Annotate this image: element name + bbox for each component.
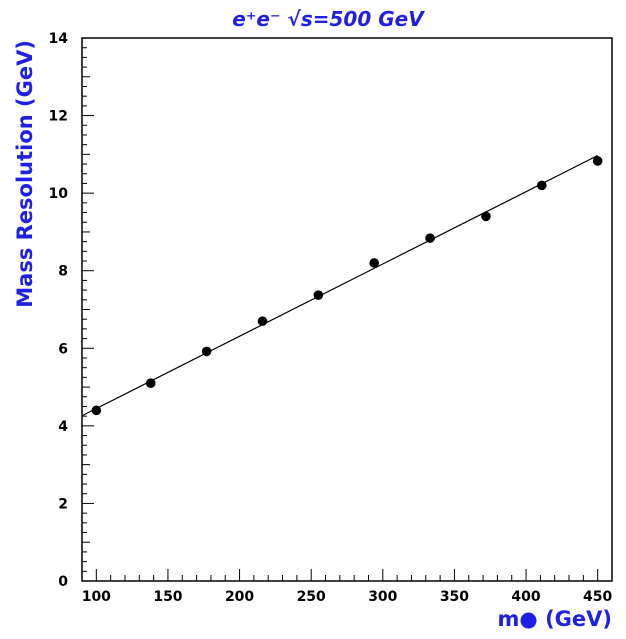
data-point xyxy=(425,233,435,243)
plot-border xyxy=(81,37,613,582)
data-point xyxy=(369,258,380,268)
y-tick-label: 2 xyxy=(58,496,68,512)
y-tick-label: 6 xyxy=(58,341,68,357)
data-point xyxy=(537,180,547,191)
x-tick-label: 250 xyxy=(297,589,326,605)
data-point xyxy=(257,316,268,326)
x-tick-label: 350 xyxy=(440,589,469,605)
y-tick-label: 14 xyxy=(49,31,69,47)
data-point xyxy=(91,405,102,416)
x-tick-label: 450 xyxy=(583,589,612,605)
x-tick-label: 150 xyxy=(153,589,182,605)
y-tick-label: 0 xyxy=(58,574,68,590)
y-tick-label: 10 xyxy=(49,186,69,202)
x-tick-label: 200 xyxy=(225,589,254,605)
data-point xyxy=(201,346,212,357)
x-tick-label: 400 xyxy=(511,589,540,605)
chart-title: e⁺e⁻ √s=500 GeV xyxy=(232,7,425,31)
y-tick-label: 4 xyxy=(58,419,68,435)
x-axis: 100 150 200 250 300 350 400 450 xyxy=(81,569,613,605)
data-point xyxy=(145,378,156,388)
y-axis: 0 2 4 6 8 10 12 14 xyxy=(49,31,94,590)
plot-frame xyxy=(81,37,613,582)
data-point xyxy=(313,290,324,300)
x-axis-title: m● (GeV) xyxy=(498,607,612,631)
y-tick-label: 12 xyxy=(49,109,68,125)
data-point xyxy=(481,211,491,222)
fit-line xyxy=(81,154,598,417)
y-tick-label: 8 xyxy=(58,264,68,280)
y-axis-title: Mass Resolution (GeV) xyxy=(13,40,37,308)
data-points xyxy=(91,156,603,416)
x-tick-label: 100 xyxy=(82,589,111,605)
fit-line-group xyxy=(81,154,598,417)
x-tick-label: 300 xyxy=(368,589,397,605)
data-point xyxy=(592,156,603,166)
